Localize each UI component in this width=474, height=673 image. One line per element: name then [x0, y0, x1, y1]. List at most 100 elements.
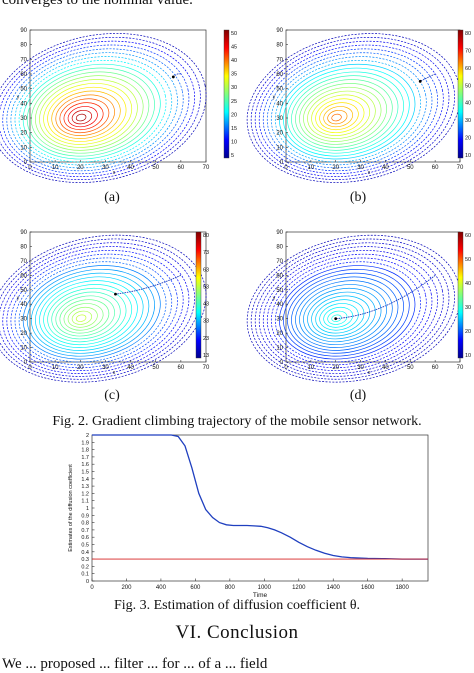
colorbar-tick-label: 43 [203, 302, 209, 308]
y-tick-label: 90 [20, 28, 27, 34]
contour-line [47, 287, 127, 343]
colorbar-tick-label: 63 [203, 267, 209, 273]
contour-line [0, 33, 207, 183]
x-tick-label: 20 [332, 365, 339, 371]
y-tick-label: 1.4 [81, 477, 89, 483]
colorbar-tick-label: 10 [231, 139, 237, 145]
contour-line [262, 48, 439, 172]
x-tick-label: 0 [90, 585, 94, 591]
y-tick-label: 70 [276, 57, 283, 63]
contour-line [323, 306, 354, 328]
contour-line [67, 306, 98, 328]
contour-line [18, 261, 167, 363]
contour-line [0, 36, 201, 180]
panel-c: 0 10 20 30 40 50 60 70 90 80 70 60 50 40 30 20 10 0 x y 80 73… [0, 230, 210, 383]
x-axis-label: x [368, 170, 371, 176]
y-tick-label: 1.3 [81, 484, 89, 490]
y-tick-label: 40 [276, 302, 283, 308]
contour-line [270, 56, 427, 166]
x-tick-label: 40 [127, 365, 134, 371]
x-tick-label: 20 [77, 365, 84, 371]
x-tick-label: 40 [382, 365, 389, 371]
contour-line [327, 109, 348, 125]
contour-line [311, 295, 371, 337]
x-tick-label: 1600 [361, 585, 375, 591]
colorbar-tick-label: 73 [203, 250, 209, 256]
y-tick-label: 30 [20, 116, 27, 122]
colorbar-tick-label: 80 [465, 31, 471, 37]
section-title: VI. Conclusion [175, 622, 299, 643]
contour-line [291, 276, 399, 351]
contour-line [254, 242, 450, 377]
y-tick-label: 1 [86, 506, 89, 512]
contour-line [323, 106, 354, 128]
contour-line [35, 75, 144, 151]
colorbar-tick-label: 50 [231, 31, 237, 37]
contour-line [71, 310, 93, 325]
x-axis-label: Time [253, 592, 268, 599]
y-tick-label: 40 [20, 302, 27, 308]
x-tick-label: 60 [432, 165, 439, 171]
panel-a: 0 10 20 30 40 50 60 709080706050403020100xy5045… [0, 28, 237, 183]
contour-line [315, 299, 365, 334]
y-tick-label: 90 [276, 28, 283, 34]
contour-line [10, 52, 178, 169]
colorbar-tick-label: 20 [231, 112, 237, 118]
contour-line [10, 253, 178, 369]
colorbar-tick-label: 20 [465, 136, 471, 142]
y-tick-label: 30 [276, 317, 283, 323]
colorbar-tick-label: 10 [465, 153, 471, 159]
contour-line [311, 94, 371, 136]
contour-line [291, 75, 399, 151]
x-tick-label: 40 [127, 165, 134, 171]
colorbar [457, 29, 464, 159]
x-tick-label: 70 [457, 165, 464, 171]
y-axis-label: y [17, 296, 20, 302]
panel-b: 0 10 20 30 40 50 60 70 90 80 70 60 50 40 30 20 10 0 x y 80 70… [246, 28, 471, 183]
x-axis-label: x [113, 170, 116, 176]
y-tick-label: 0 [86, 579, 89, 585]
top-text: converges to the nominal value. [2, 0, 193, 8]
x-tick-label: 60 [178, 365, 185, 371]
x-tick-label: 60 [432, 365, 439, 371]
sensor-position [418, 79, 422, 83]
colorbar-tick-label: 45 [231, 45, 237, 51]
y-tick-label: 1.9 [81, 440, 89, 446]
panel-b-label: (b) [349, 190, 367, 205]
y-tick-label: 1.5 [81, 470, 89, 476]
contour-line [0, 234, 207, 383]
y-tick-label: 20 [276, 331, 283, 337]
contour-line [43, 83, 133, 145]
y-tick-label: 1.2 [81, 491, 89, 497]
y-tick-label: 90 [276, 230, 283, 236]
y-tick-label: 30 [20, 317, 27, 323]
x-tick-label: 0 [28, 165, 32, 171]
contour-line [2, 246, 190, 374]
y-axis-label: y [273, 296, 276, 302]
colorbar-tick-label: 33 [203, 319, 209, 325]
y-tick-label: 50 [276, 288, 283, 294]
x-tick-label: 50 [152, 165, 159, 171]
x-tick-label: 0 [284, 365, 288, 371]
contour-line [299, 83, 388, 145]
x-tick-label: 20 [77, 165, 84, 171]
colorbar-tick-label: 13 [203, 353, 209, 359]
contour-line [30, 71, 150, 154]
colorbar-tick-label: 50 [465, 83, 471, 89]
contour-line [295, 79, 393, 148]
x-tick-label: 1000 [258, 585, 272, 591]
contour-line [287, 272, 405, 354]
colorbar-tick-label: 15 [231, 126, 237, 132]
contour-line [59, 98, 110, 134]
colorbar-tick-label: 5 [231, 153, 234, 159]
x-tick-label: 20 [332, 165, 339, 171]
colorbar-tick-label: 25 [231, 99, 237, 105]
contour-line [55, 94, 115, 136]
contour-line [274, 60, 422, 163]
y-tick-label: 0.8 [81, 521, 89, 527]
x-tick-label: 1200 [292, 585, 306, 591]
contour-line [47, 86, 127, 142]
x-tick-label: 600 [190, 585, 201, 591]
x-tick-label: 50 [407, 365, 414, 371]
y-tick-label: 10 [276, 145, 283, 151]
